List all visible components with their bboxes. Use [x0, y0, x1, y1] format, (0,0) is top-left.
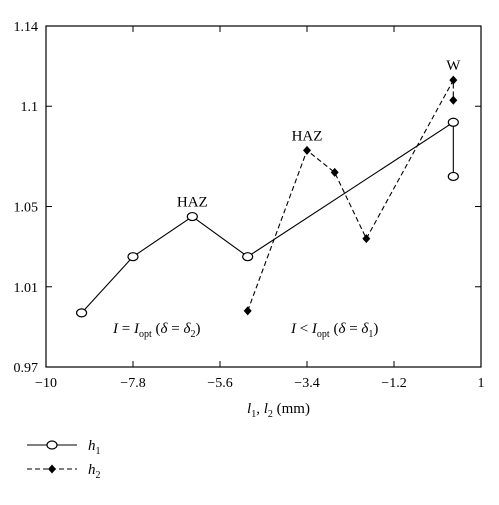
data-point-h2 [449, 75, 458, 85]
annotation-haz-left: HAZ [177, 195, 208, 211]
legend-label-h1: h1 [88, 438, 101, 457]
series-line-h2 [247, 79, 454, 312]
annotation-cond-opt: I = Iopt (δ = δ2) [112, 321, 200, 340]
legend-item-h1: h1 [27, 438, 101, 457]
data-point-h1 [242, 252, 254, 262]
x-tick-label: −1.2 [381, 376, 406, 391]
data-point-h2 [243, 306, 252, 316]
data-point-h1 [127, 252, 139, 262]
data-point-h1 [75, 308, 88, 318]
annotation-cond-less: I < Iopt (δ = δ1) [290, 321, 378, 340]
series-h2 [243, 75, 458, 316]
y-tick-label: 1.14 [14, 20, 39, 35]
annotation-weld: W [446, 58, 461, 74]
x-axis-title: l1, l2 (mm) [247, 401, 310, 420]
y-tick-label: 1.05 [14, 201, 39, 216]
x-tick-label: −3.4 [294, 376, 319, 391]
legend-marker-h2 [48, 464, 56, 474]
data-point-h2 [330, 167, 339, 177]
legend-marker-h1 [46, 440, 58, 450]
data-point-h2 [449, 95, 458, 105]
y-tick-label: 1.1 [21, 100, 39, 115]
x-tick-label: −7.8 [120, 376, 145, 391]
legend-label-h2: h2 [88, 462, 101, 481]
data-point-h2 [303, 145, 311, 155]
y-tick-label: 0.97 [14, 361, 39, 376]
data-point-h1 [447, 171, 459, 182]
x-tick-label: −10 [35, 376, 57, 391]
legend-item-h2: h2 [27, 462, 101, 481]
annotation-haz-right: HAZ [292, 128, 323, 144]
series-h1 [75, 117, 459, 318]
data-point-h2 [362, 234, 371, 244]
x-tick-label: 1 [478, 376, 485, 391]
plot-frame [45, 25, 482, 368]
series-line-h1 [81, 121, 454, 314]
data-point-h1 [447, 117, 459, 127]
data-point-h1 [186, 211, 198, 222]
y-tick-label: 1.01 [14, 281, 39, 296]
x-tick-label: −5.6 [207, 376, 232, 391]
